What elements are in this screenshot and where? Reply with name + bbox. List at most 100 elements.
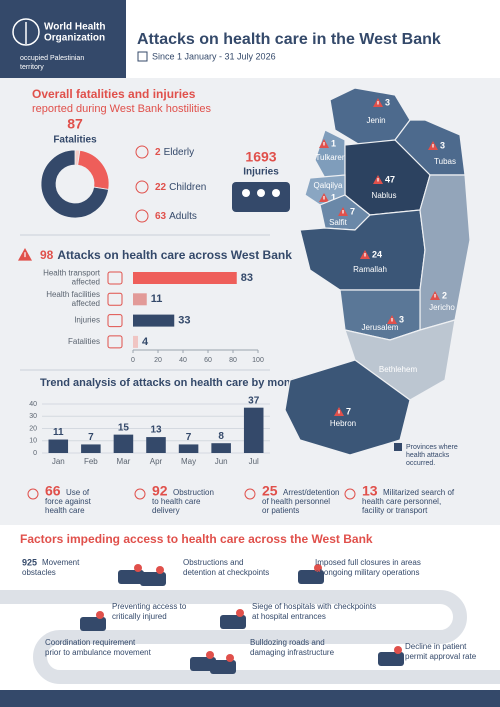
factor-icon xyxy=(190,657,216,671)
group-value: 22 xyxy=(155,182,167,193)
attacks-title: 98 Attacks on health care across West Ban… xyxy=(40,248,292,262)
person-icon xyxy=(135,209,149,223)
factor-label: detention at checkpoints xyxy=(183,568,269,577)
bar xyxy=(133,272,237,284)
factor-icon xyxy=(394,646,402,654)
stat-label: Arrest/detention xyxy=(283,488,339,497)
category-label: affected xyxy=(72,299,100,308)
factor-label: of ongoing military operations xyxy=(315,568,420,577)
value-label: 15 xyxy=(118,422,130,433)
factor-label: obstacles xyxy=(22,568,56,577)
category-icon xyxy=(107,335,123,349)
factor-value: 925 xyxy=(22,557,37,567)
region-value: 2 xyxy=(442,290,447,300)
category-label: Health facilities xyxy=(46,290,100,299)
x-tick-label: Apr xyxy=(150,457,163,466)
x-tick-label: 20 xyxy=(154,357,162,364)
region-value: 1 xyxy=(331,192,336,202)
group-name: Adults xyxy=(169,211,197,222)
x-tick-label: Jul xyxy=(249,457,259,466)
trend-title: Trend analysis of attacks on health care… xyxy=(40,377,301,389)
region-value: 1 xyxy=(331,138,336,148)
stat-label: health care personnel, xyxy=(362,497,441,506)
y-tick-label: 20 xyxy=(29,425,37,432)
y-tick-label: 40 xyxy=(29,401,37,408)
region-name: Ramallah xyxy=(353,265,387,274)
person-icon xyxy=(272,189,280,197)
factor-label: Bulldozing roads and xyxy=(250,638,325,647)
category-label: Health transport xyxy=(43,269,101,278)
region-name: Jericho xyxy=(429,303,455,312)
category-label: Fatalities xyxy=(68,337,100,346)
factor-icon xyxy=(134,564,142,572)
bar xyxy=(81,444,101,453)
value-label: 37 xyxy=(248,395,260,406)
bar xyxy=(146,437,166,453)
region-value: 3 xyxy=(440,140,445,150)
factor-label: Coordination requirement xyxy=(45,638,136,647)
factor-label: damaging infrastructure xyxy=(250,648,335,657)
bar xyxy=(211,443,231,453)
region-value: 7 xyxy=(346,406,351,416)
stat-label: delivery xyxy=(152,506,180,515)
stat-label: force against xyxy=(45,497,92,506)
fatalities-total: 87 xyxy=(67,116,83,132)
road xyxy=(0,590,500,684)
group-value: 2 xyxy=(155,147,161,158)
factor-label: at hospital entrances xyxy=(252,612,326,621)
factor-icon xyxy=(236,609,244,617)
stat-icon xyxy=(244,488,256,500)
fatalities-label: Fatalities xyxy=(53,135,97,146)
category-label: affected xyxy=(72,278,100,287)
legend-label: health attacks xyxy=(406,452,450,459)
group-label: 2 Elderly xyxy=(155,147,194,158)
value-label: 83 xyxy=(241,272,253,284)
region-value: 3 xyxy=(385,97,390,107)
factor-icon xyxy=(96,611,104,619)
region-value: 3 xyxy=(399,314,404,324)
stat-label: Obstruction xyxy=(173,488,214,497)
factor-label: Imposed full closures in areas xyxy=(315,558,421,567)
category-icon xyxy=(107,314,123,328)
y-tick-label: 0 xyxy=(33,450,37,457)
x-tick-label: Mar xyxy=(117,457,131,466)
group-name: Children xyxy=(169,182,206,193)
stat-value: 25 xyxy=(262,483,278,499)
factor-icon xyxy=(206,651,214,659)
factor-label: prior to ambulance movement xyxy=(45,648,152,657)
value-label: 7 xyxy=(186,432,192,443)
legend-swatch xyxy=(394,443,402,451)
x-tick-label: 80 xyxy=(229,357,237,364)
region-value: 7 xyxy=(350,206,355,216)
bar xyxy=(48,439,69,453)
person-icon xyxy=(257,189,265,197)
value-label: 4 xyxy=(142,336,149,348)
region: occupied Palestinian xyxy=(20,55,84,62)
factor-label: Decline in patient xyxy=(405,642,467,651)
person-icon xyxy=(135,145,149,159)
stat-label: or patients xyxy=(262,506,299,515)
factor-icon xyxy=(140,572,166,586)
region-name: Hebron xyxy=(330,419,356,428)
value-label: 7 xyxy=(88,432,94,443)
region-name: Salfit xyxy=(329,218,348,227)
category-icon xyxy=(107,271,123,285)
injuries-value: 1693 xyxy=(245,149,276,165)
injuries-label: Injuries xyxy=(243,167,279,178)
x-tick-label: 100 xyxy=(252,357,264,364)
factor-label: critically injured xyxy=(112,612,167,621)
value-label: 11 xyxy=(53,427,64,438)
region-name: Qalqilya xyxy=(314,181,343,190)
factor-icon xyxy=(80,617,106,631)
region-name: Nablus xyxy=(372,191,397,200)
stat-value: 66 xyxy=(45,483,61,499)
group-label: 22 Children xyxy=(155,182,206,193)
stat-icon xyxy=(134,488,146,500)
stat-label: health care xyxy=(45,506,85,515)
section-title: Overall fatalities and injuries xyxy=(32,87,196,101)
stat-label: of health personnel xyxy=(262,497,330,506)
stat-label: facility or transport xyxy=(362,506,428,515)
factor-label: permit approval rate xyxy=(405,652,477,661)
value-label: 11 xyxy=(151,293,163,305)
attacks-total: 98 xyxy=(40,248,54,262)
